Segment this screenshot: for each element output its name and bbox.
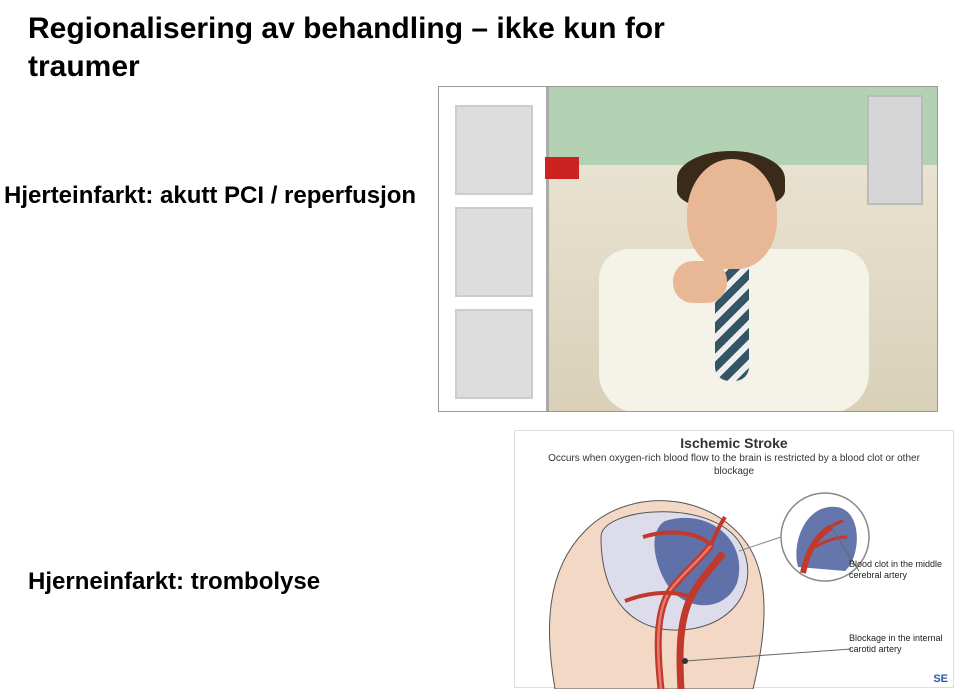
diagram-illustration (515, 481, 953, 689)
title-line1: Regionalisering av behandling – ikke kun… (28, 12, 665, 45)
callout-carotid: Blockage in the internal carotid artery (849, 633, 945, 655)
diagram-title: Ischemic Stroke (515, 435, 953, 451)
callout-mca: Blood clot in the middle cerebral artery (849, 559, 945, 581)
section-hjerteinfarkt: Hjerteinfarkt: akutt PCI / reperfusjon (4, 182, 416, 210)
diagram-ischemic-stroke: Ischemic Stroke Occurs when oxygen-rich … (514, 430, 954, 688)
photo-door (439, 87, 549, 411)
photo-person (569, 153, 889, 412)
section-hjerneinfarkt: Hjerneinfarkt: trombolyse (28, 568, 320, 596)
diagram-subtitle: Occurs when oxygen-rich blood flow to th… (537, 453, 931, 478)
title-line2: traumer (28, 50, 140, 83)
photo-chest-pain (438, 86, 938, 412)
slide-title: Regionalisering av behandling – ikke kun… (28, 10, 665, 85)
corner-badge: SE (930, 673, 951, 685)
